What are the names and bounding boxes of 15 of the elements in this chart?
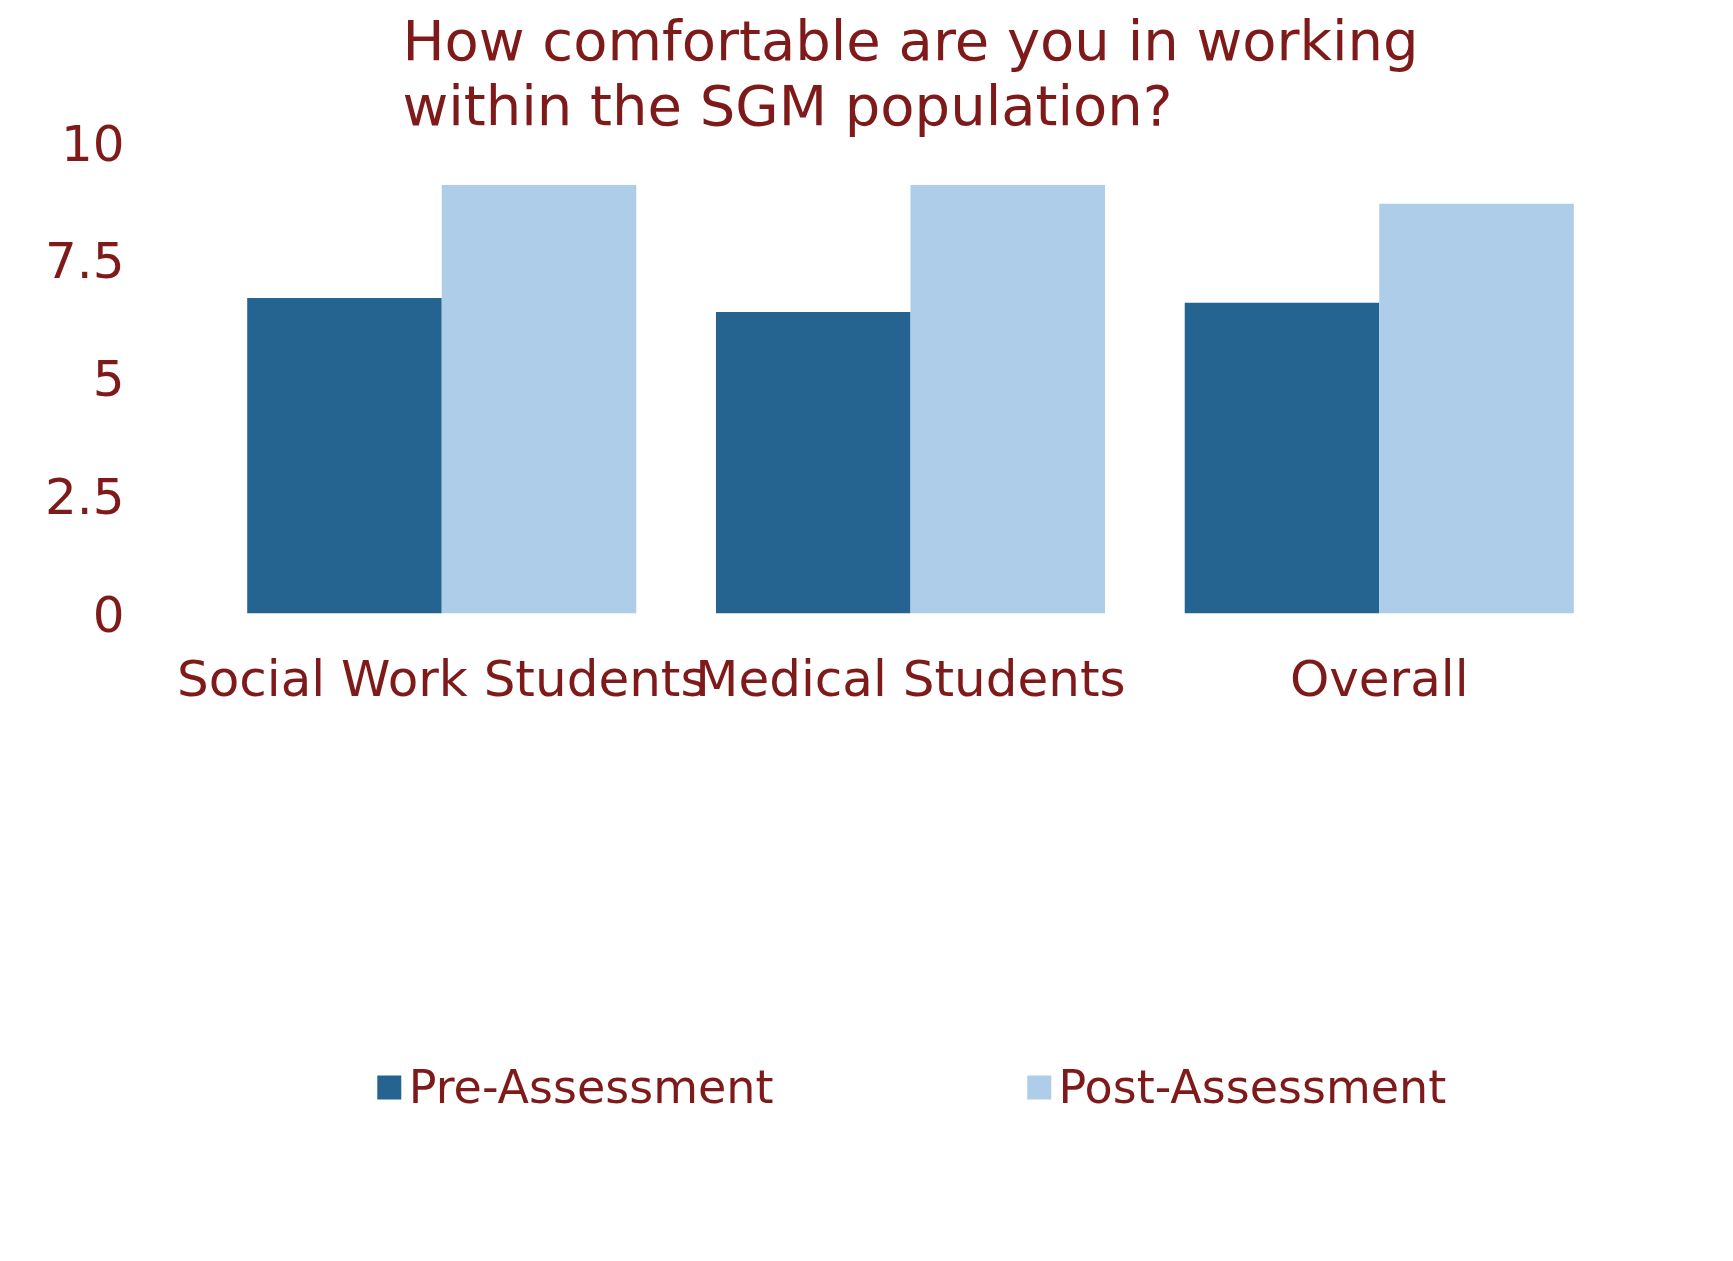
bar	[910, 184, 1106, 614]
bar	[441, 184, 637, 614]
y-tick-label: 2.5	[44, 467, 125, 526]
chart-title: How comfortable are you in working within the SGM population?	[402, 7, 1419, 138]
bar	[1184, 302, 1380, 614]
legend-label: Post-Assessment	[1058, 1059, 1447, 1114]
y-tick-label: 0	[92, 585, 125, 644]
x-tick-label: Overall	[1289, 649, 1469, 708]
y-tick-label: 7.5	[44, 232, 125, 291]
bar	[1379, 203, 1574, 614]
legend-label: Pre-Assessment	[408, 1059, 774, 1114]
bar	[715, 312, 911, 614]
bar	[247, 297, 442, 614]
y-tick-label: 10	[60, 114, 125, 173]
y-tick-label: 5	[92, 350, 125, 408]
